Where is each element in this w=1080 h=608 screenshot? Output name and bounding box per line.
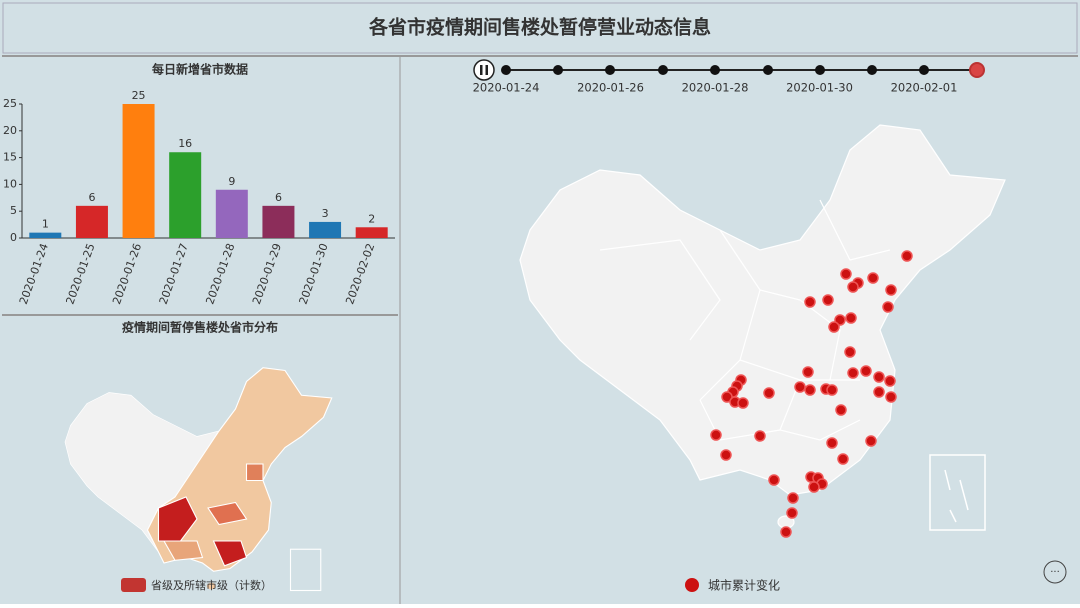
timeline-label: 2020-01-26: [577, 81, 644, 95]
city-dot: [794, 381, 806, 393]
bar: [215, 189, 248, 238]
value-label: 6: [275, 191, 282, 204]
timeline-label: 2020-01-30: [786, 81, 853, 95]
province-map: [64, 367, 333, 592]
city-dot: [804, 296, 816, 308]
city-dot: [822, 294, 834, 306]
city-dot: [802, 366, 814, 378]
chart-title: 疫情期间暂停售楼处省市分布: [122, 320, 278, 335]
value-label: 25: [132, 89, 146, 102]
value-label: 2: [368, 212, 375, 225]
city-dot: [837, 453, 849, 465]
timeline-node: [501, 65, 511, 75]
city-dot: [721, 391, 733, 403]
timeline-node: [605, 65, 615, 75]
y-tick-label: 5: [10, 204, 17, 217]
play-button[interactable]: [473, 59, 495, 81]
city-dot: [763, 387, 775, 399]
bar: [309, 221, 342, 238]
city-dot: [754, 430, 766, 442]
city-dot: [844, 346, 856, 358]
city-dot: [828, 321, 840, 333]
more-button[interactable]: [1043, 560, 1067, 584]
bar: [262, 205, 295, 238]
bar: [355, 227, 388, 238]
city-dot: [737, 397, 749, 409]
page-title: 各省市疫情期间售楼处暂停营业动态信息: [368, 16, 711, 39]
bar: [122, 104, 155, 238]
city-dots: [710, 250, 913, 538]
city-dot: [873, 386, 885, 398]
y-tick-label: 0: [10, 231, 17, 244]
bar: [169, 152, 202, 238]
timeline-node: [763, 65, 773, 75]
value-label: 1: [42, 218, 49, 231]
city-dot: [884, 375, 896, 387]
timeline-label: 2020-01-28: [682, 81, 749, 95]
y-tick-label: 20: [3, 124, 17, 137]
city-dot: [847, 281, 859, 293]
city-dot: [808, 481, 820, 493]
city-dot: [847, 367, 859, 379]
city-dot: [885, 284, 897, 296]
city-dot: [720, 449, 732, 461]
city-dot: [780, 526, 792, 538]
timeline-label: 2020-01-24: [473, 81, 540, 95]
timeline-node: [815, 65, 825, 75]
timeline-node: [658, 65, 668, 75]
timeline-node: [867, 65, 877, 75]
y-tick-label: 25: [3, 97, 17, 110]
city-dot: [885, 391, 897, 403]
timeline-node: [710, 65, 720, 75]
legend-label: 城市累计变化: [708, 578, 780, 593]
chart-title: 每日新增省市数据: [152, 62, 248, 77]
city-dot: [835, 404, 847, 416]
legend-label: 省级及所辖市级（计数）: [151, 578, 272, 592]
legend-swatch: [121, 578, 146, 592]
china-map: [519, 124, 1006, 531]
value-label: 16: [178, 137, 192, 150]
title-box: [2, 2, 1078, 54]
timeline: [473, 59, 977, 81]
city-dot: [860, 365, 872, 377]
value-label: 9: [228, 175, 235, 188]
timeline-label: 2020-02-01: [891, 81, 958, 95]
city-dot: [873, 371, 885, 383]
timeline-current[interactable]: [969, 62, 985, 78]
city-dot: [804, 384, 816, 396]
city-dot: [867, 272, 879, 284]
timeline-node: [553, 65, 563, 75]
city-dot: [768, 474, 780, 486]
value-label: 6: [88, 191, 95, 204]
legend-swatch: [685, 578, 699, 592]
bar: [29, 232, 62, 238]
city-dot: [710, 429, 722, 441]
timeline-node: [919, 65, 929, 75]
y-tick-label: 10: [3, 177, 17, 190]
city-dot: [845, 312, 857, 324]
city-dot: [786, 507, 798, 519]
y-tick-label: 15: [3, 151, 17, 164]
value-label: 3: [322, 207, 329, 220]
city-dot: [901, 250, 913, 262]
city-dot: [882, 301, 894, 313]
city-dot: [826, 437, 838, 449]
city-dot: [840, 268, 852, 280]
bar: [75, 205, 108, 238]
more-icon: ···: [1050, 567, 1060, 578]
city-dot: [865, 435, 877, 447]
city-dot: [787, 492, 799, 504]
city-dot: [826, 384, 838, 396]
